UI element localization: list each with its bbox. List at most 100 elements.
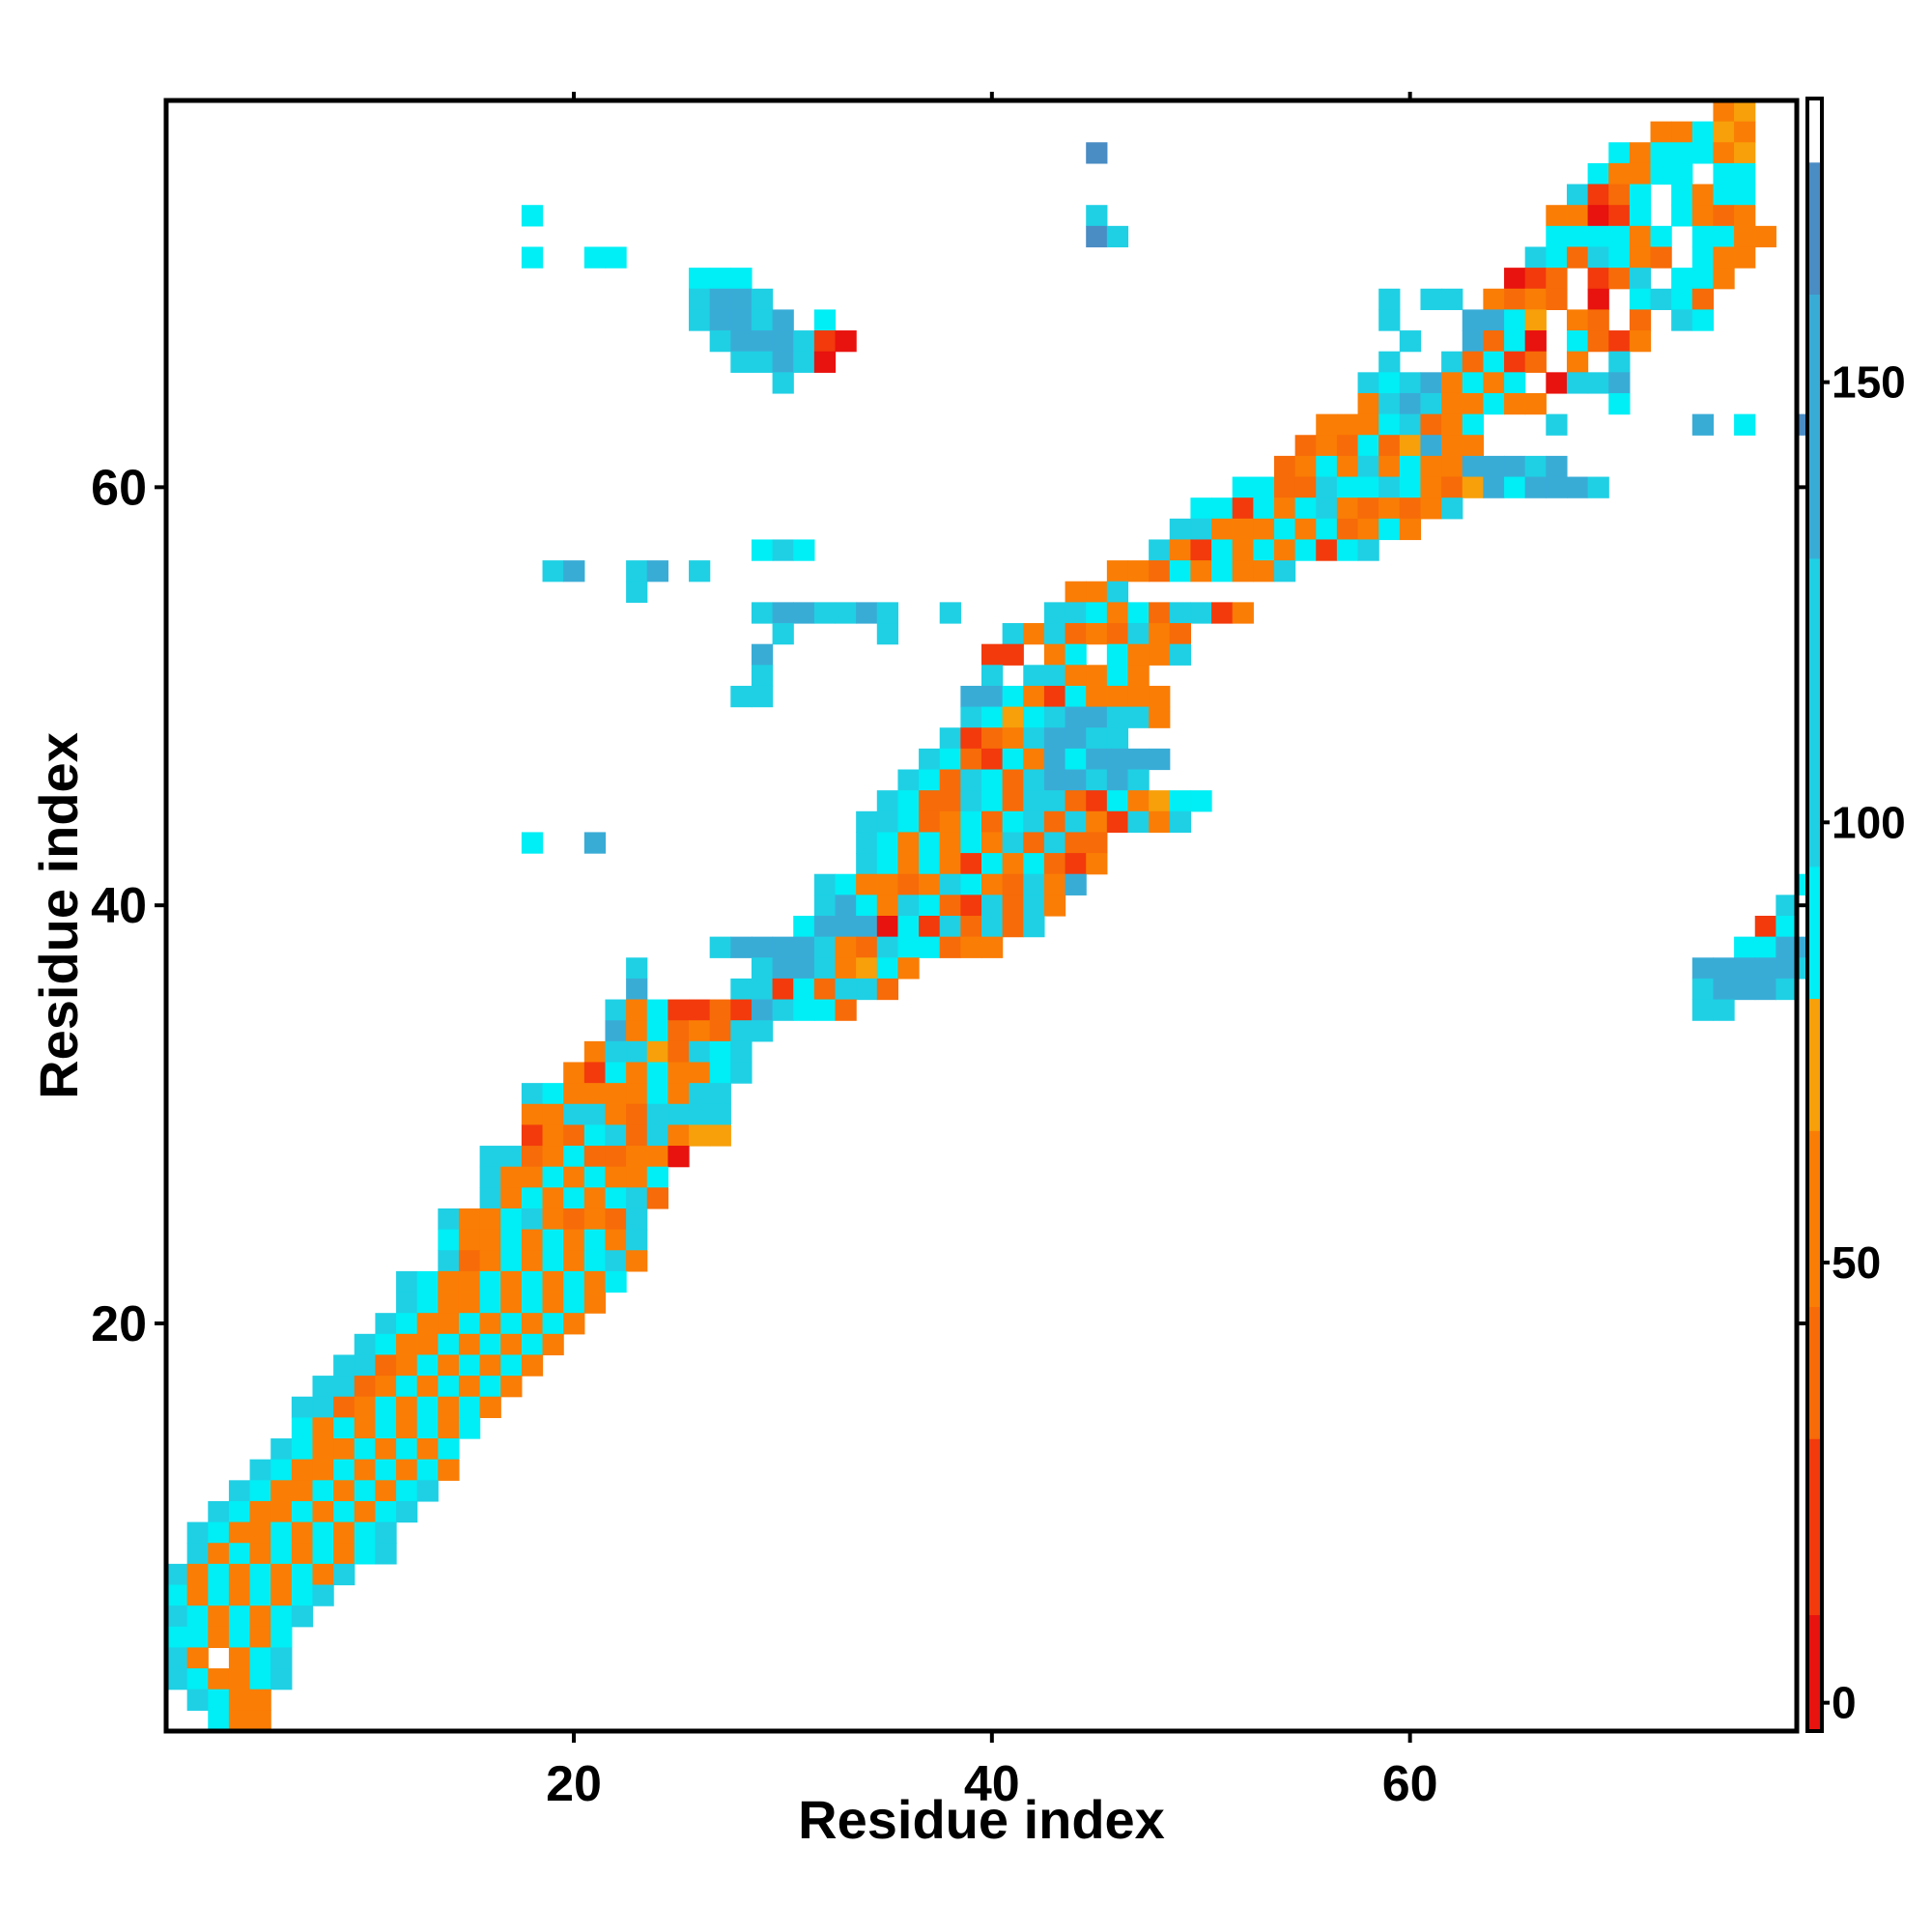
heatmap-cell (354, 1438, 377, 1461)
heatmap-cell (1629, 309, 1652, 331)
heatmap-cell (1294, 455, 1317, 478)
heatmap-cell (1754, 936, 1776, 958)
heatmap-cell (1524, 330, 1547, 353)
heatmap-cell (1566, 184, 1589, 206)
heatmap-cell (1587, 246, 1609, 269)
heatmap-cell (1691, 184, 1715, 206)
heatmap-cell (249, 1459, 271, 1481)
heatmap-cell (583, 1103, 607, 1126)
heatmap-cell (1127, 748, 1150, 771)
heatmap-cell (1002, 769, 1024, 791)
heatmap-cell (939, 748, 961, 771)
heatmap-cell (270, 1668, 293, 1690)
heatmap-cell (1587, 330, 1609, 353)
heatmap-cell (876, 602, 899, 624)
heatmap-cell (709, 268, 731, 290)
heatmap-cell (1357, 392, 1379, 415)
heatmap-cell (270, 1647, 293, 1669)
heatmap-cell (1483, 455, 1505, 478)
heatmap-cell (208, 1584, 230, 1606)
heatmap-cell (981, 748, 1004, 771)
heatmap-cell (1546, 246, 1568, 269)
heatmap-cell (772, 936, 794, 958)
heatmap-cell (646, 1103, 668, 1126)
heatmap-cell (479, 1354, 501, 1377)
heatmap-cell (1713, 999, 1735, 1021)
heatmap-cell (1253, 518, 1275, 541)
heatmap-cell (521, 1229, 544, 1251)
heatmap-cell (960, 916, 982, 938)
heatmap-cell (897, 810, 920, 834)
heatmap-cell (1086, 665, 1108, 687)
heatmap-cell (1273, 539, 1296, 561)
heatmap-cell (416, 1459, 439, 1481)
heatmap-cell (563, 560, 585, 582)
heatmap-cell (458, 1376, 481, 1398)
heatmap-cell (1023, 685, 1045, 708)
colorbar-tick-label: 50 (1832, 1237, 1881, 1288)
heatmap-cell (354, 1417, 377, 1439)
heatmap-cell (1023, 832, 1045, 854)
heatmap-cell (960, 685, 982, 708)
heatmap-cell (835, 916, 857, 938)
heatmap-cell (856, 978, 878, 1001)
heatmap-cell (626, 957, 648, 980)
heatmap-cell (521, 1166, 544, 1188)
heatmap-cell (1399, 435, 1422, 457)
heatmap-cell (396, 1292, 418, 1314)
heatmap-cell (730, 309, 753, 331)
heatmap-cell (458, 1333, 481, 1356)
heatmap-cell (1043, 665, 1066, 687)
heatmap-cell (312, 1480, 334, 1502)
heatmap-cell (1524, 392, 1547, 415)
heatmap-cell (835, 957, 857, 980)
heatmap-cell (709, 1020, 731, 1042)
heatmap-cell (897, 769, 920, 791)
heatmap-cell (751, 685, 774, 708)
heatmap-cell (375, 1521, 397, 1544)
heatmap-cell (1149, 602, 1171, 624)
heatmap-cell (1713, 978, 1735, 1001)
heatmap-cell (1587, 162, 1609, 185)
heatmap-cell (1127, 623, 1150, 645)
heatmap-cell (563, 1313, 585, 1335)
heatmap-cell (751, 1020, 774, 1042)
heatmap-cell (249, 1543, 271, 1565)
heatmap-cell (1273, 560, 1296, 582)
heatmap-cell (583, 1040, 607, 1064)
heatmap-cell (1169, 623, 1192, 645)
heatmap-cell (1002, 727, 1024, 750)
heatmap-cell (1734, 225, 1756, 248)
heatmap-cell (186, 1563, 209, 1586)
heatmap-cell (1441, 435, 1463, 457)
heatmap-cell (312, 1396, 334, 1418)
heatmap-cell (1273, 476, 1296, 498)
heatmap-cell (1043, 706, 1066, 728)
heatmap-cell (605, 1040, 627, 1064)
heatmap-cell (1546, 205, 1568, 227)
heatmap-cell (375, 1333, 397, 1356)
heatmap-cell (1566, 205, 1589, 227)
heatmap-cell (1002, 895, 1024, 917)
y-axis-title: Residue index (28, 732, 89, 1099)
heatmap-cell (1462, 455, 1484, 478)
heatmap-cell (208, 1521, 230, 1544)
heatmap-cell (1043, 853, 1066, 875)
heatmap-cell (1127, 643, 1150, 666)
heatmap-cell (1316, 455, 1338, 478)
heatmap-cell (186, 1543, 209, 1565)
heatmap-cell (458, 1396, 481, 1418)
heatmap-cell (1671, 162, 1693, 185)
heatmap-cell (479, 1166, 501, 1188)
heatmap-cell (333, 1543, 355, 1565)
heatmap-cell (249, 1626, 271, 1649)
heatmap-cell (1587, 225, 1609, 248)
heatmap-cell (1357, 518, 1379, 541)
heatmap-cell (1294, 435, 1317, 457)
heatmap-cell (1149, 560, 1171, 582)
heatmap-cell (730, 351, 753, 373)
heatmap-cell (626, 1083, 648, 1105)
heatmap-cell (291, 1563, 314, 1586)
heatmap-cell (626, 1040, 648, 1064)
heatmap-cell (1316, 539, 1338, 561)
